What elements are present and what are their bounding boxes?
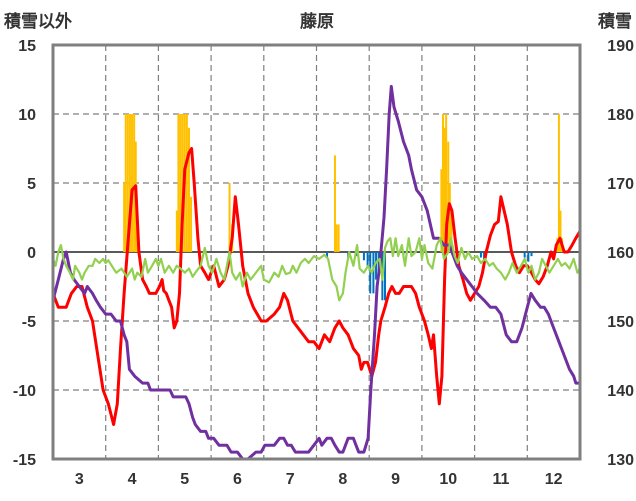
right-tick-label: 170 (607, 176, 634, 193)
bar (440, 169, 443, 252)
bar (337, 224, 340, 252)
bar (333, 155, 336, 252)
x-tick-label: 10 (439, 471, 457, 488)
bar (335, 224, 338, 252)
right-tick-label: 140 (607, 383, 634, 400)
bar (185, 114, 188, 252)
bar (441, 114, 444, 252)
left-tick-label: 15 (18, 38, 36, 55)
line-series (51, 84, 582, 461)
bar (372, 252, 375, 294)
bar (175, 210, 178, 252)
bar (228, 183, 231, 252)
x-tick-label: 6 (233, 471, 242, 488)
bar (187, 127, 190, 252)
bar (479, 252, 482, 258)
plot-frame (51, 43, 582, 461)
left-axis-title: 積雪以外 (4, 11, 72, 32)
x-tick-label: 7 (286, 471, 295, 488)
left-tick-label: -10 (13, 383, 36, 400)
bar (131, 114, 134, 252)
gridlines (53, 45, 580, 459)
bar (450, 210, 453, 252)
bar (443, 127, 446, 252)
bar (133, 114, 136, 252)
bar (448, 183, 451, 252)
left-tick-label: 10 (18, 107, 36, 124)
bar (362, 252, 365, 261)
bar (369, 252, 372, 294)
right-axis-title: 積雪 (598, 11, 632, 32)
bar (366, 252, 369, 266)
bar (123, 183, 126, 252)
left-tick-label: 5 (27, 176, 36, 193)
plot-area-border (51, 43, 582, 461)
bar (523, 252, 526, 258)
bar (445, 114, 448, 252)
x-tick-label: 12 (545, 471, 563, 488)
right-tick-label: 180 (607, 107, 634, 124)
left-tick-label: -15 (13, 452, 36, 469)
series-line (51, 147, 582, 426)
x-tick-label: 8 (338, 471, 347, 488)
bar (559, 210, 562, 252)
bar (527, 252, 530, 262)
bar (384, 252, 387, 301)
x-tick-label: 5 (180, 471, 189, 488)
bar (557, 114, 560, 252)
bar (530, 252, 533, 257)
bar (128, 114, 131, 252)
x-tick-label: 11 (492, 471, 509, 488)
x-tick-label: 9 (391, 471, 400, 488)
series-line (51, 237, 582, 302)
bar (177, 114, 180, 252)
tick-labels: 15 10 5 0 -5 -10 -15 190 180 170 160 150 140 130 3 4 5 6 7… (13, 38, 634, 488)
left-tick-label: -5 (22, 314, 36, 331)
left-tick-label: 0 (27, 245, 36, 262)
series-line (51, 84, 582, 461)
right-tick-label: 160 (607, 245, 634, 262)
x-tick-label: 4 (128, 471, 137, 488)
bar (126, 114, 129, 252)
bar (375, 252, 378, 280)
chart-title: 藤原 (300, 12, 334, 32)
right-tick-label: 130 (607, 452, 634, 469)
right-tick-label: 150 (607, 314, 634, 331)
bar (447, 141, 450, 252)
bar (179, 114, 182, 252)
x-tick-label: 3 (75, 471, 84, 488)
right-tick-label: 190 (607, 38, 634, 55)
bar (124, 114, 127, 252)
bar (326, 252, 329, 258)
bar (190, 196, 193, 252)
